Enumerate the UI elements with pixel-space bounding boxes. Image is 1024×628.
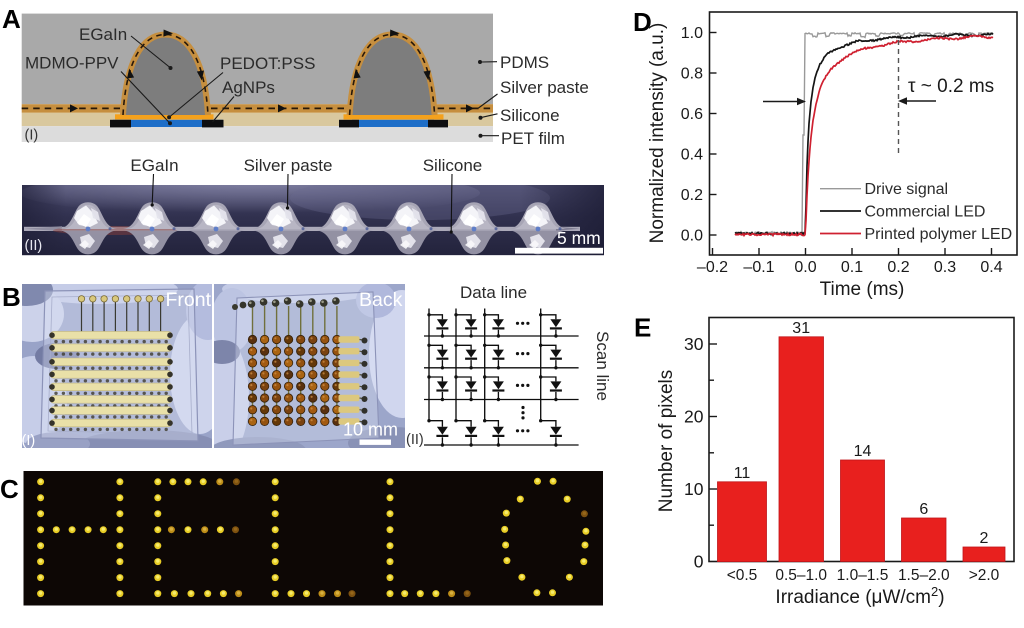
svg-text:0: 0 [694, 552, 704, 572]
svg-text:30: 30 [684, 334, 704, 354]
svg-text:EGaIn: EGaIn [79, 25, 127, 44]
svg-text:EGaIn: EGaIn [130, 156, 178, 175]
svg-text:Silicone: Silicone [500, 106, 560, 125]
svg-text:1.5–2.0: 1.5–2.0 [898, 567, 950, 584]
svg-text:6: 6 [919, 501, 928, 518]
svg-text:PET film: PET film [501, 129, 565, 148]
svg-text:31: 31 [792, 320, 810, 337]
svg-text:1.0–1.5: 1.0–1.5 [837, 567, 889, 584]
svg-text:E: E [634, 313, 651, 343]
svg-text:14: 14 [854, 443, 872, 460]
svg-text:(I): (I) [22, 433, 36, 449]
svg-text:(II): (II) [25, 238, 43, 254]
svg-text:–0.2: –0.2 [697, 259, 728, 276]
svg-text:0.6: 0.6 [681, 106, 703, 123]
svg-text:–0.1: –0.1 [743, 259, 774, 276]
svg-text:D: D [633, 7, 652, 37]
svg-text:2: 2 [980, 530, 989, 547]
svg-text:PDMS: PDMS [500, 53, 549, 72]
svg-text:(I): (I) [25, 128, 39, 144]
svg-text:Scan line: Scan line [593, 331, 612, 401]
svg-text:Printed polymer LED: Printed polymer LED [865, 226, 1013, 243]
svg-text:0.0: 0.0 [794, 259, 816, 276]
svg-text:Normalized intensity (a.u.): Normalized intensity (a.u.) [647, 23, 668, 244]
svg-text:11: 11 [734, 465, 751, 482]
svg-text:Data line: Data line [460, 283, 527, 302]
svg-text:0.3: 0.3 [934, 259, 956, 276]
svg-text:Silver paste: Silver paste [500, 78, 589, 97]
svg-text:>2.0: >2.0 [969, 567, 1000, 584]
svg-text:Commercial LED: Commercial LED [865, 204, 986, 221]
svg-text:Time (ms): Time (ms) [820, 279, 905, 300]
svg-text:0.2: 0.2 [681, 187, 703, 204]
svg-text:0.8: 0.8 [681, 66, 703, 83]
svg-text:10 mm: 10 mm [343, 420, 398, 440]
svg-text:B: B [2, 282, 21, 312]
svg-text:0.4: 0.4 [681, 147, 703, 164]
svg-text:Drive signal: Drive signal [865, 181, 949, 198]
svg-text:C: C [0, 474, 19, 504]
svg-text:Irradiance (μW/cm2): Irradiance (μW/cm2) [775, 584, 944, 608]
svg-text:Number of pixels: Number of pixels [656, 370, 677, 513]
svg-text:0.0: 0.0 [681, 228, 703, 245]
svg-text:Silicone: Silicone [423, 156, 483, 175]
svg-text:0.2: 0.2 [887, 259, 909, 276]
svg-text:τ ~ 0.2 ms: τ ~ 0.2 ms [908, 76, 994, 97]
svg-text:A: A [2, 4, 21, 34]
svg-text:Silver paste: Silver paste [244, 156, 333, 175]
svg-text:0.5–1.0: 0.5–1.0 [775, 567, 827, 584]
svg-text:PEDOT:PSS: PEDOT:PSS [220, 54, 315, 73]
svg-text:1.0: 1.0 [681, 25, 703, 42]
svg-text:5 mm: 5 mm [557, 228, 601, 248]
svg-text:Back: Back [359, 289, 403, 311]
svg-text:20: 20 [684, 407, 704, 427]
svg-text:10: 10 [684, 479, 704, 499]
svg-text:<0.5: <0.5 [727, 567, 758, 584]
svg-text:0.4: 0.4 [980, 259, 1002, 276]
svg-text:MDMO-PPV: MDMO-PPV [25, 54, 119, 73]
svg-text:0.1: 0.1 [841, 259, 863, 276]
svg-text:Front: Front [166, 289, 212, 311]
svg-text:(II): (II) [406, 432, 424, 448]
svg-text:AgNPs: AgNPs [222, 78, 275, 97]
